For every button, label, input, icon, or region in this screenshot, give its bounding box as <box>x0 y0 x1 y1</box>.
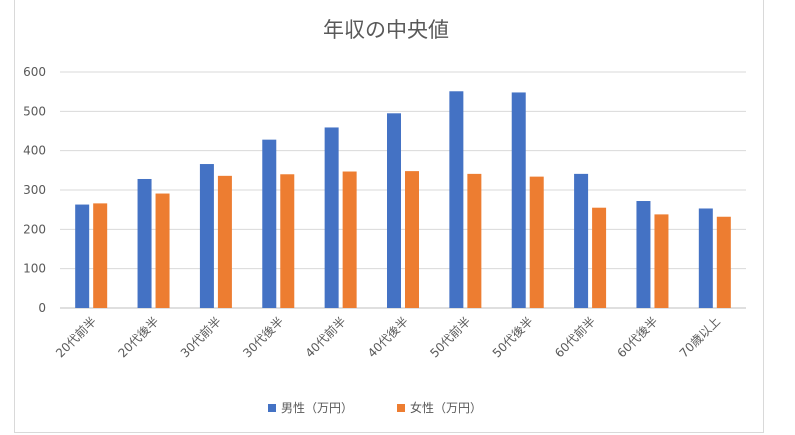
bar-male-8 <box>574 173 589 308</box>
legend: 男性（万円） 女性（万円） <box>268 400 482 415</box>
y-tick-label: 600 <box>23 65 46 79</box>
x-category-label: 20代前半 <box>52 314 99 361</box>
bar-male-5 <box>387 113 401 308</box>
bar-female-3 <box>280 174 295 308</box>
bars <box>75 91 731 309</box>
legend-label-male: 男性（万円） <box>281 401 353 415</box>
bar-female-9 <box>654 214 669 308</box>
y-tick-label: 300 <box>23 183 46 197</box>
bar-male-9 <box>636 201 651 308</box>
x-category-label: 20代後半 <box>116 314 162 360</box>
x-category-label: 30代前半 <box>177 314 224 361</box>
x-category-label: 40代前半 <box>302 314 349 361</box>
y-axis-ticks: 0 100 200 300 400 500 600 <box>23 65 46 315</box>
bar-male-0 <box>75 204 90 308</box>
legend-swatch-male <box>268 404 276 412</box>
bar-male-2 <box>199 164 214 308</box>
bar-male-7 <box>511 92 526 308</box>
bar-female-10 <box>716 216 731 308</box>
bar-female-4 <box>342 171 357 308</box>
gridlines <box>60 71 746 309</box>
bar-female-6 <box>467 173 482 308</box>
y-tick-label: 0 <box>38 301 46 315</box>
bar-male-1 <box>137 178 152 308</box>
x-category-label: 40代後半 <box>365 314 411 360</box>
chart-title: 年収の中央値 <box>323 18 449 42</box>
x-category-label: 50代前半 <box>427 314 474 361</box>
x-axis: 20代前半 20代後半 30代前半 30代後半 40代前半 40代後半 50代前半 50代後半… <box>52 314 723 361</box>
bar-female-5 <box>405 171 419 308</box>
bar-female-1 <box>155 193 170 308</box>
bar-female-7 <box>529 176 544 308</box>
bar-male-3 <box>262 139 277 308</box>
y-tick-label: 100 <box>23 262 46 276</box>
legend-swatch-female <box>397 404 405 412</box>
y-tick-label: 200 <box>23 222 46 236</box>
bar-female-8 <box>592 207 607 308</box>
x-category-label: 60代前半 <box>551 314 598 361</box>
bar-male-10 <box>698 208 713 308</box>
legend-label-female: 女性（万円） <box>410 400 482 415</box>
y-tick-label: 400 <box>23 144 46 158</box>
x-category-label: 30代後半 <box>240 314 286 360</box>
x-category-label: 50代後半 <box>490 314 536 360</box>
bar-female-2 <box>217 175 232 308</box>
y-tick-label: 500 <box>23 104 46 118</box>
x-category-label: 60代後半 <box>614 314 660 360</box>
bar-female-0 <box>93 203 108 308</box>
bar-male-6 <box>449 91 464 308</box>
x-category-label: 70歳以上 <box>677 314 723 360</box>
bar-male-4 <box>324 127 339 309</box>
